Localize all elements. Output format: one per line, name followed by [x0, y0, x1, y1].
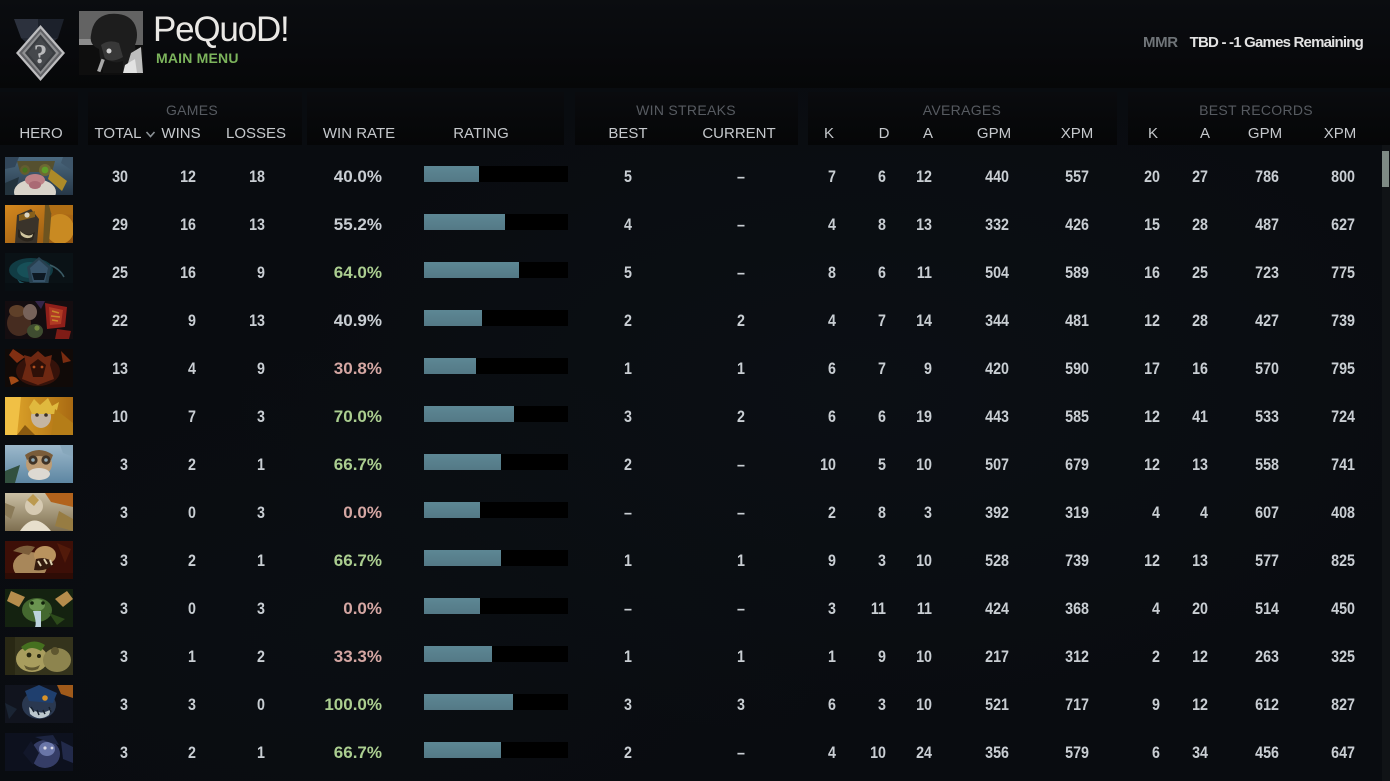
- svg-text:?: ?: [34, 39, 48, 69]
